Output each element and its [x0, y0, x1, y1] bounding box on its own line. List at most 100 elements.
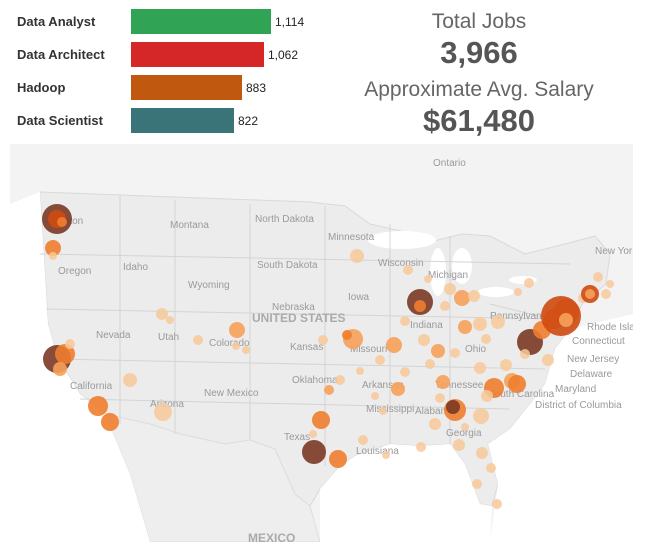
job-location-marker[interactable] [358, 435, 368, 445]
job-location-marker[interactable] [156, 308, 168, 320]
job-location-marker[interactable] [418, 334, 430, 346]
job-location-marker[interactable] [49, 252, 57, 260]
map-label-connecticut: Connecticut [572, 336, 625, 347]
job-location-marker[interactable] [436, 375, 450, 389]
job-location-marker[interactable] [542, 354, 554, 366]
job-location-marker[interactable] [450, 348, 460, 358]
bar-label: Hadoop [17, 80, 66, 95]
job-location-marker[interactable] [53, 362, 67, 376]
map-label-north-dakota: North Dakota [255, 214, 314, 225]
job-location-marker[interactable] [473, 408, 489, 424]
job-location-marker[interactable] [474, 362, 486, 374]
job-location-marker[interactable] [350, 249, 364, 263]
job-location-marker[interactable] [302, 440, 326, 464]
job-location-marker[interactable] [508, 375, 526, 393]
job-location-marker[interactable] [416, 442, 426, 452]
job-location-marker[interactable] [335, 375, 345, 385]
map-label-texas: Texas [284, 432, 310, 443]
job-location-marker[interactable] [492, 499, 502, 509]
job-location-marker[interactable] [601, 289, 611, 299]
job-location-marker[interactable] [473, 317, 487, 331]
job-location-marker[interactable] [435, 393, 445, 403]
map-label-united-states: UNITED STATES [252, 311, 346, 325]
job-location-marker[interactable] [88, 396, 108, 416]
job-location-marker[interactable] [242, 346, 250, 354]
job-location-marker[interactable] [606, 280, 614, 288]
bar[interactable] [131, 42, 264, 67]
job-location-marker[interactable] [329, 450, 347, 468]
job-location-marker[interactable] [154, 403, 172, 421]
job-location-marker[interactable] [386, 337, 402, 353]
job-location-marker[interactable] [403, 265, 413, 275]
job-location-marker[interactable] [57, 217, 67, 227]
job-location-marker[interactable] [324, 385, 334, 395]
bar-row[interactable]: Data Analyst 1,114 [0, 9, 340, 35]
job-location-marker[interactable] [585, 289, 595, 299]
job-location-marker[interactable] [514, 288, 522, 296]
job-location-marker[interactable] [342, 330, 352, 340]
bar[interactable] [131, 75, 242, 100]
job-location-marker[interactable] [312, 411, 330, 429]
job-location-marker[interactable] [65, 339, 75, 349]
map-label-maryland: Maryland [555, 384, 596, 395]
job-location-marker[interactable] [193, 335, 203, 345]
job-location-marker[interactable] [446, 400, 460, 414]
bar-row[interactable]: Data Scientist 822 [0, 108, 340, 134]
job-location-marker[interactable] [500, 359, 512, 371]
map-label-new-york: New Yor [595, 246, 633, 257]
job-location-marker[interactable] [559, 313, 573, 327]
job-location-marker[interactable] [309, 430, 317, 438]
job-location-marker[interactable] [232, 342, 240, 350]
job-location-marker[interactable] [481, 390, 493, 402]
job-location-marker[interactable] [486, 463, 496, 473]
map-label-tennessee: Tennessee [435, 380, 484, 391]
job-location-marker[interactable] [382, 451, 390, 459]
bar-label: Data Scientist [17, 113, 103, 128]
job-location-marker[interactable] [491, 315, 505, 329]
job-location-marker[interactable] [414, 300, 426, 312]
bar-label: Data Architect [17, 47, 105, 62]
job-location-marker[interactable] [461, 423, 469, 431]
map-label-wyoming: Wyoming [188, 280, 230, 291]
job-location-marker[interactable] [425, 359, 435, 369]
bar[interactable] [131, 9, 271, 34]
job-location-marker[interactable] [400, 367, 410, 377]
job-location-marker[interactable] [379, 407, 387, 415]
map-label-missouri: Missouri [350, 344, 387, 355]
job-location-marker[interactable] [468, 290, 480, 302]
job-location-marker[interactable] [391, 382, 405, 396]
job-location-marker[interactable] [318, 335, 328, 345]
job-location-marker[interactable] [431, 344, 445, 358]
job-location-marker[interactable] [400, 316, 410, 326]
job-location-marker[interactable] [454, 290, 470, 306]
job-location-marker[interactable] [476, 447, 488, 459]
job-location-marker[interactable] [429, 418, 441, 430]
job-location-marker[interactable] [101, 413, 119, 431]
job-location-marker[interactable] [440, 301, 450, 311]
job-location-marker[interactable] [458, 320, 472, 334]
job-location-marker[interactable] [593, 272, 603, 282]
job-location-points[interactable] [42, 204, 614, 509]
job-location-marker[interactable] [45, 240, 61, 256]
job-location-marker[interactable] [123, 373, 137, 387]
job-location-marker[interactable] [375, 355, 385, 365]
jobs-bar-chart: Data Analyst 1,114 Data Architect 1,062 Hado… [0, 0, 340, 140]
map-label-arkansas: Arkansas [362, 380, 404, 391]
job-location-marker[interactable] [371, 392, 379, 400]
job-location-marker[interactable] [166, 316, 174, 324]
job-location-marker[interactable] [472, 479, 482, 489]
job-location-marker[interactable] [481, 334, 491, 344]
total-jobs-value: 3,966 [440, 35, 518, 70]
job-location-marker[interactable] [424, 275, 432, 283]
job-location-marker[interactable] [520, 349, 530, 359]
map-canvas[interactable]: OntarioingtonMontanaNorth DakotaMinnesot… [10, 144, 633, 542]
job-location-marker[interactable] [453, 439, 465, 451]
job-location-marker[interactable] [444, 283, 456, 295]
bar[interactable] [131, 108, 234, 133]
jobs-map[interactable]: OntarioingtonMontanaNorth DakotaMinnesot… [10, 144, 633, 542]
bar-row[interactable]: Hadoop 883 [0, 75, 340, 101]
bar-row[interactable]: Data Architect 1,062 [0, 42, 340, 68]
job-location-marker[interactable] [229, 322, 245, 338]
job-location-marker[interactable] [524, 278, 534, 288]
job-location-marker[interactable] [356, 367, 364, 375]
